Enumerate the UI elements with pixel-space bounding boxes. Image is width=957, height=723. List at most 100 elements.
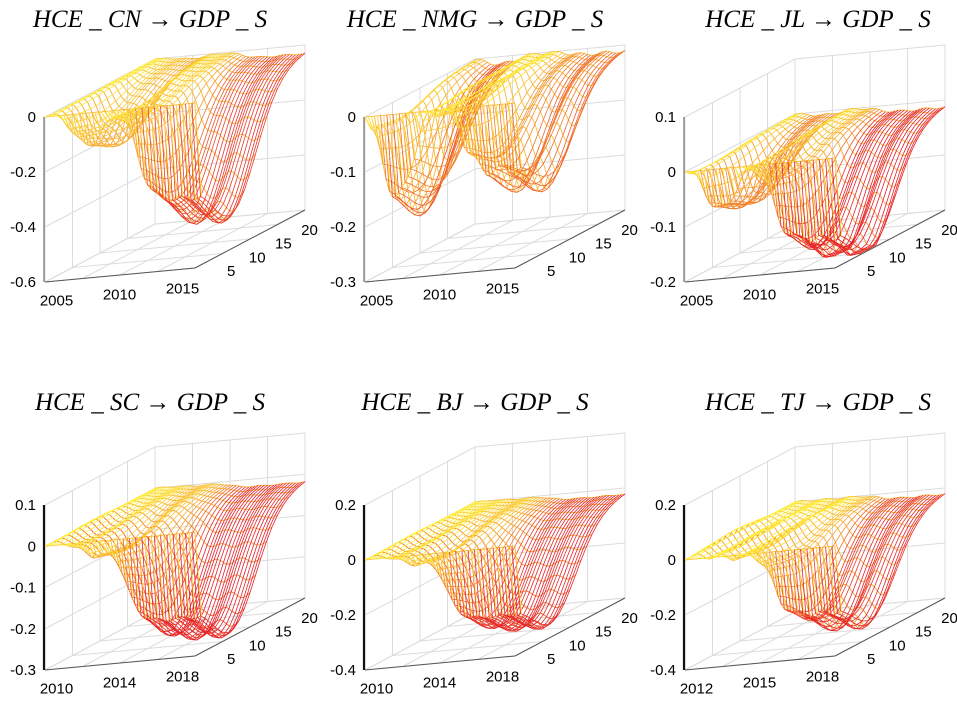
panel-3: HCE _ JL → GDP _ S0.10-0.1-0.22005 2010 20… <box>650 6 957 309</box>
horizon-tick-label: 5 <box>547 651 555 668</box>
surface-line-time <box>374 61 484 150</box>
wall-gridline <box>45 45 305 117</box>
surface-line-time <box>515 51 625 177</box>
surface-line-time <box>688 114 798 174</box>
z-tick-label: -0.4 <box>330 662 356 679</box>
wall-gridline <box>365 433 625 505</box>
year-tick-label: 2018 <box>166 669 199 686</box>
z-tick-label: -0.3 <box>10 662 36 679</box>
surface-line-horizon <box>84 96 234 221</box>
horizon-tick-label: 20 <box>301 610 318 627</box>
horizon-tick-label: 15 <box>915 624 932 641</box>
z-tick-label: 0.2 <box>655 497 676 514</box>
panel-6: HCE _ TJ → GDP _ S0.20-0.2-0.42012 2015 20… <box>650 389 957 697</box>
horizon-tick-label: 15 <box>595 236 612 253</box>
z-tick-label: -0.4 <box>650 662 676 679</box>
surface-line-time <box>509 495 619 629</box>
wall-gridline <box>685 45 945 117</box>
z-tick-label: -0.1 <box>10 580 36 597</box>
panel-title: HCE _ SC → GDP _ S <box>34 389 266 416</box>
year-tick-label: 2010 <box>103 286 136 303</box>
z-tick-label: -0.4 <box>10 219 36 236</box>
horizon-tick-label: 5 <box>867 651 875 668</box>
horizon-tick-label: 20 <box>621 222 638 239</box>
z-tick-label: -0.2 <box>650 607 676 624</box>
year-tick-label: 2015 <box>166 281 199 298</box>
horizon-tick-label: 10 <box>889 637 906 654</box>
z-tick-label: -0.2 <box>10 164 36 181</box>
z-tick-label: 0.2 <box>335 497 356 514</box>
z-tick-label: -0.2 <box>330 219 356 236</box>
surface-line-time <box>801 111 911 257</box>
surface-mesh <box>685 494 945 631</box>
horizon-tick-label: 5 <box>867 263 875 280</box>
surface-mesh <box>365 494 625 631</box>
horizon-tick-label: 20 <box>941 610 957 627</box>
z-tick-label: 0 <box>668 552 676 569</box>
surface-line-time <box>89 486 199 558</box>
year-tick-label: 2018 <box>806 669 839 686</box>
surface-line-time <box>151 56 261 209</box>
horizon-tick-label: 10 <box>249 637 266 654</box>
horizon-tick-label: 5 <box>227 263 235 280</box>
year-tick-label: 2005 <box>680 292 713 309</box>
horizon-tick-label: 10 <box>569 637 586 654</box>
z-tick-label: -0.3 <box>330 274 356 291</box>
surface-line-time <box>183 55 293 220</box>
horizon-tick-label: 20 <box>621 610 638 627</box>
horizon-tick-label: 15 <box>595 624 612 641</box>
year-tick-label: 2018 <box>486 669 519 686</box>
year-tick-label: 2012 <box>680 680 713 697</box>
year-tick-label: 2005 <box>360 292 393 309</box>
horizon-tick-label: 20 <box>941 222 957 239</box>
surface-drape <box>440 110 447 111</box>
year-tick-label: 2014 <box>103 674 136 691</box>
surface-line-time <box>813 108 923 247</box>
panel-title: HCE _ BJ → GDP _ S <box>360 389 589 416</box>
horizon-tick-label: 20 <box>301 222 318 239</box>
surface-line-time <box>701 116 811 197</box>
year-tick-label: 2010 <box>743 286 776 303</box>
year-tick-label: 2010 <box>360 680 393 697</box>
z-tick-label: -0.2 <box>10 621 36 638</box>
year-tick-label: 2010 <box>40 680 73 697</box>
z-tick-label: -0.1 <box>650 219 676 236</box>
panel-2: HCE _ NMG → GDP _ S0-0.1-0.2-0.32005 2010… <box>330 6 638 309</box>
horizon-tick-label: 15 <box>275 624 292 641</box>
surface-drape <box>390 558 397 559</box>
panel-title: HCE _ JL → GDP _ S <box>704 6 931 33</box>
year-tick-label: 2010 <box>423 286 456 303</box>
horizon-tick-label: 5 <box>547 263 555 280</box>
year-tick-label: 2014 <box>423 674 456 691</box>
z-tick-label: -0.2 <box>330 607 356 624</box>
z-tick-label: 0 <box>348 109 356 126</box>
z-tick-label: 0 <box>348 552 356 569</box>
surface-mesh <box>45 53 305 224</box>
horizon-tick-label: 10 <box>249 249 266 266</box>
surface-mesh <box>365 51 625 216</box>
z-tick-label: 0 <box>28 538 36 555</box>
z-tick-label: 0.1 <box>655 109 676 126</box>
horizon-tick-label: 10 <box>569 249 586 266</box>
z-tick-label: 0 <box>28 109 36 126</box>
horizon-tick-label: 15 <box>275 236 292 253</box>
horizon-tick-label: 10 <box>889 249 906 266</box>
year-tick-label: 2015 <box>486 281 519 298</box>
surface-drape <box>735 555 742 556</box>
year-tick-label: 2005 <box>40 292 73 309</box>
panel-title: HCE _ CN → GDP _ S <box>32 6 268 33</box>
z-tick-label: -0.1 <box>330 164 356 181</box>
z-tick-label: 0.1 <box>15 497 36 514</box>
panel-5: HCE _ BJ → GDP _ S0.20-0.2-0.42010 2014 20… <box>330 389 638 697</box>
z-tick-label: 0 <box>668 164 676 181</box>
z-tick-label: -0.2 <box>650 274 676 291</box>
figure-canvas: HCE _ CN → GDP _ S0-0.2-0.4-0.62005 2010 2… <box>0 0 957 723</box>
panel-title: HCE _ TJ → GDP _ S <box>704 389 931 416</box>
panel-4: HCE _ SC → GDP _ S0.10-0.1-0.2-0.32010 20… <box>10 389 318 697</box>
panel-1: HCE _ CN → GDP _ S0-0.2-0.4-0.62005 2010 2… <box>10 6 318 309</box>
surface-mesh <box>685 107 945 258</box>
year-tick-label: 2015 <box>806 281 839 298</box>
z-tick-label: -0.6 <box>10 274 36 291</box>
wall-gridline <box>685 433 945 505</box>
year-tick-label: 2015 <box>743 674 776 691</box>
